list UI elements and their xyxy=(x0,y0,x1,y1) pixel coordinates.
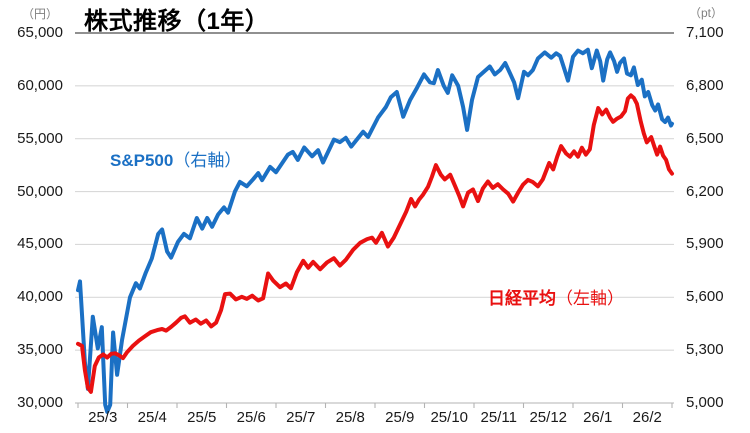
y-axis-right-tick: 5,900 xyxy=(686,235,724,253)
nikkei-series-name: 日経平均 xyxy=(488,289,556,308)
y-axis-right-tick: 6,500 xyxy=(686,129,724,147)
y-axis-left-tick: 40,000 xyxy=(17,288,63,306)
y-axis-left-tick: 50,000 xyxy=(17,182,63,200)
x-axis-month-label: 25/9 xyxy=(385,409,415,426)
nikkei-axis-note: （左軸） xyxy=(556,289,624,308)
sp500-series-label: S&P500（右軸） xyxy=(110,146,241,171)
x-axis-month-label: 25/11 xyxy=(480,409,517,426)
y-axis-right-tick: 6,800 xyxy=(686,76,724,94)
x-axis-month-label: 26/1 xyxy=(583,409,613,426)
y-axis-left-tick: 55,000 xyxy=(17,129,63,147)
y-axis-right-tick: 5,600 xyxy=(686,288,724,306)
x-axis-month-label: 25/5 xyxy=(187,409,217,426)
x-axis-month-label: 25/8 xyxy=(335,409,365,426)
y-axis-right-tick: 7,100 xyxy=(686,24,724,41)
x-axis-month-label: 25/6 xyxy=(236,409,266,426)
y-axis-left-tick: 45,000 xyxy=(17,235,63,253)
y-axis-left-tick: 35,000 xyxy=(17,341,63,359)
sp500-series-name: S&P500 xyxy=(110,151,174,170)
y-axis-right-tick: 6,200 xyxy=(686,182,724,200)
x-axis-month-label: 25/3 xyxy=(88,409,118,426)
right-axis-unit-pt: （pt） xyxy=(689,6,724,20)
x-axis-month-label: 26/2 xyxy=(632,409,662,426)
x-axis-month-label: 25/12 xyxy=(529,409,568,426)
y-axis-right-tick: 5,300 xyxy=(686,341,724,359)
x-axis-month-label: 25/4 xyxy=(137,409,167,426)
y-axis-left-tick: 60,000 xyxy=(17,76,63,94)
y-axis-right-tick: 5,000 xyxy=(686,394,724,411)
sp500-axis-note: （右軸） xyxy=(173,151,242,170)
x-axis-month-label: 25/7 xyxy=(286,409,316,426)
x-axis-month-label: 25/10 xyxy=(430,409,469,426)
y-axis-left-tick: 65,000 xyxy=(17,24,63,41)
nikkei-series-label: 日経平均（左軸） xyxy=(488,284,624,309)
y-axis-left-tick: 30,000 xyxy=(17,394,63,411)
chart-title: 株式推移（1年） xyxy=(84,8,270,35)
left-axis-unit-yen: （円） xyxy=(21,7,58,21)
